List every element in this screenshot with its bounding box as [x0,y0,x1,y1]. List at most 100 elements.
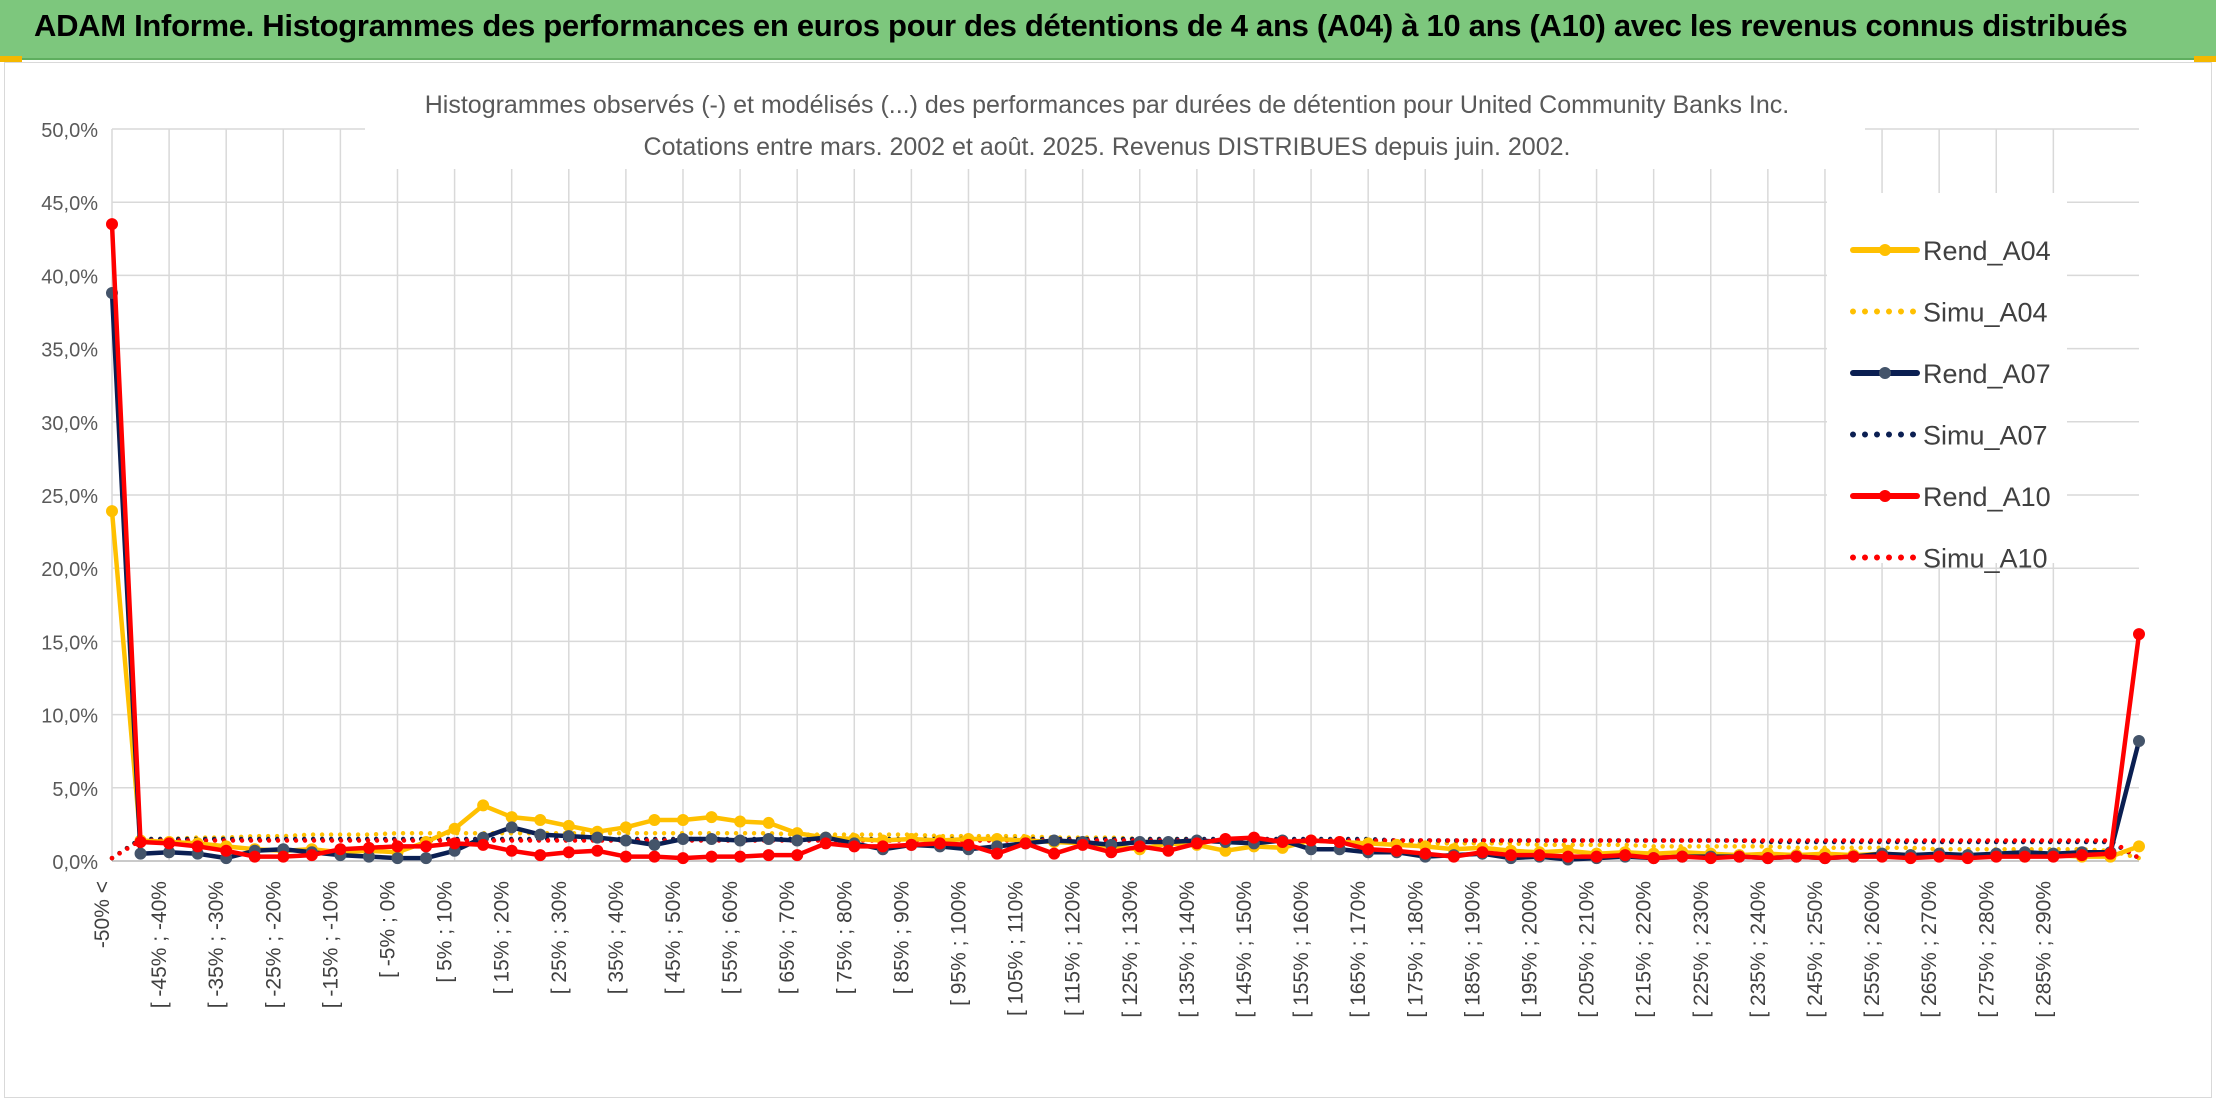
point-Rend_A07 [676,833,689,846]
point-Rend_A10 [1019,837,1032,850]
point-Rend_A10 [1476,846,1489,859]
legend-label: Rend_A10 [1923,482,2051,512]
point-Rend_A10 [420,840,433,853]
point-Rend_A10 [191,840,204,853]
x-tick-label: [ 95% ; 100% [947,881,970,1006]
legend-marker-Rend_A04 [1879,244,1891,256]
point-Rend_A10 [2133,628,2145,641]
point-Rend_A07 [705,833,718,846]
legend-label: Simu_A10 [1923,544,2048,574]
point-Rend_A10 [248,850,261,863]
x-tick-label: [ 285% ; 290% [2032,881,2055,1018]
y-axis-tick-labels: 0,0% 5,0% 10,0% 15,0% 20,0% 25,0% 30,0% 35,0% 40… [41,120,98,874]
point-Rend_A04 [562,819,575,832]
legend-label: Simu_A07 [1923,421,2048,451]
point-Rend_A07 [420,852,433,865]
point-Rend_A04 [2133,840,2145,853]
point-Rend_A10 [791,849,804,862]
point-Rend_A10 [734,850,747,863]
point-Rend_A10 [1876,850,1889,863]
chart-title-background [365,89,1865,169]
point-Rend_A10 [762,849,775,862]
point-Rend_A10 [1676,850,1689,863]
y-tick-label: 0,0% [52,852,98,874]
x-tick-label: [ -15% ; -10% [319,881,342,1008]
point-Rend_A10 [1162,844,1175,857]
point-Rend_A10 [2075,849,2088,862]
x-tick-label: [ 255% ; 260% [1861,881,1884,1018]
point-Rend_A04 [534,814,547,827]
corner-accent-left [0,56,22,62]
point-Rend_A10 [933,837,946,850]
point-Rend_A04 [448,822,461,835]
chart-subtitle: Cotations entre mars. 2002 et août. 2025… [644,133,1571,161]
corner-accent-right [2194,56,2216,62]
point-Rend_A04 [676,814,689,827]
point-Rend_A10 [1533,849,1546,862]
point-Rend_A10 [1390,844,1403,857]
x-tick-label: [ 115% ; 120% [1062,881,1085,1016]
point-Rend_A07 [762,833,775,846]
y-tick-label: 45,0% [41,193,98,215]
y-tick-label: 40,0% [41,266,98,288]
x-tick-label: [ 215% ; 220% [1633,881,1656,1018]
point-Rend_A10 [562,846,575,859]
y-tick-label: 10,0% [41,706,98,728]
point-Rend_A10 [1562,850,1575,863]
x-tick-label: -50% < [91,881,114,948]
point-Rend_A10 [1818,852,1831,865]
point-Rend_A10 [1647,852,1660,865]
point-Rend_A10 [1219,833,1232,846]
point-Rend_A10 [2104,847,2117,860]
point-Rend_A10 [1276,835,1289,848]
point-Rend_A10 [220,844,233,857]
point-Rend_A04 [505,811,518,824]
point-Rend_A10 [1990,850,2003,863]
point-Rend_A10 [1105,846,1118,859]
point-Rend_A10 [1790,850,1803,863]
chart-title: Histogrammes observés (-) et modélisés (… [425,91,1789,119]
legend-label: Rend_A04 [1923,236,2051,266]
y-tick-label: 30,0% [41,413,98,435]
x-tick-label: [ 55% ; 60% [719,881,742,994]
point-Rend_A10 [1733,850,1746,863]
point-Rend_A10 [2018,850,2031,863]
point-Rend_A10 [676,852,689,865]
point-Rend_A10 [1190,837,1203,850]
y-tick-label: 25,0% [41,486,98,508]
point-Rend_A10 [334,843,347,856]
point-Rend_A07 [734,834,747,847]
point-Rend_A10 [505,844,518,857]
chart-area: 0,0% 5,0% 10,0% 15,0% 20,0% 25,0% 30,0% 35,0% 40… [4,62,2212,1098]
point-Rend_A10 [277,850,290,863]
point-Rend_A10 [1447,850,1460,863]
x-tick-label: [ 265% ; 270% [1918,881,1941,1018]
point-Rend_A10 [362,841,375,854]
point-Rend_A07 [591,831,604,844]
x-tick-label: [ 225% ; 230% [1690,881,1713,1018]
x-tick-label: [ 75% ; 80% [833,881,856,994]
legend-label: Rend_A07 [1923,359,2051,389]
point-Rend_A10 [448,837,461,850]
point-Rend_A10 [2047,850,2060,863]
point-Rend_A04 [734,815,747,828]
point-Rend_A04 [106,505,118,518]
y-tick-label: 5,0% [52,779,98,801]
point-Rend_A07 [2133,734,2145,747]
point-Rend_A10 [876,840,889,853]
x-tick-label: [ -45% ; -40% [148,881,171,1008]
legend-marker-Rend_A07 [1879,367,1891,379]
x-tick-label: [ 65% ; 70% [776,881,799,994]
point-Rend_A07 [391,852,404,865]
y-tick-label: 35,0% [41,340,98,362]
point-Rend_A10 [1933,850,1946,863]
x-tick-label: [ 45% ; 50% [662,881,685,994]
point-Rend_A04 [477,799,490,812]
series-lines [106,218,2145,866]
point-Rend_A10 [134,835,147,848]
point-Rend_A10 [1847,850,1860,863]
point-Rend_A04 [762,816,775,829]
point-Rend_A10 [1961,852,1974,865]
x-tick-label: [ 5% ; 10% [434,881,457,983]
x-tick-label: [ 165% ; 170% [1347,881,1370,1018]
